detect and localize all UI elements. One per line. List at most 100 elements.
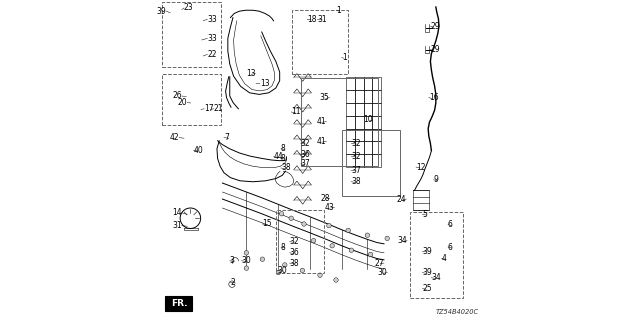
Text: 40: 40: [193, 146, 204, 155]
Text: 15: 15: [262, 220, 272, 228]
Text: 29: 29: [430, 22, 440, 31]
Bar: [346, 154, 355, 167]
Text: 43: 43: [324, 203, 334, 212]
Text: 20: 20: [177, 98, 187, 107]
Text: 23: 23: [184, 4, 194, 12]
Text: 36: 36: [290, 248, 300, 257]
Bar: [355, 116, 364, 129]
Text: 41: 41: [317, 117, 326, 126]
Text: 8: 8: [281, 144, 285, 153]
Bar: [372, 116, 381, 129]
Text: 30: 30: [242, 256, 252, 265]
Bar: [372, 90, 381, 103]
Text: 2: 2: [230, 278, 235, 287]
Text: 1: 1: [342, 53, 346, 62]
Bar: [346, 129, 355, 141]
Text: 1: 1: [337, 6, 341, 15]
Circle shape: [289, 216, 293, 220]
Circle shape: [327, 223, 332, 228]
Text: 4: 4: [442, 254, 447, 263]
Circle shape: [283, 263, 287, 267]
Text: 41: 41: [317, 137, 326, 146]
Text: 7: 7: [224, 133, 229, 142]
Text: 34: 34: [397, 236, 407, 245]
Text: 31: 31: [172, 221, 182, 230]
Text: 28: 28: [320, 194, 330, 203]
Text: 38: 38: [281, 164, 291, 172]
Bar: [364, 141, 372, 154]
Bar: [355, 129, 364, 141]
Text: 3: 3: [230, 256, 235, 265]
Bar: [346, 116, 355, 129]
Text: 31: 31: [317, 15, 327, 24]
Circle shape: [330, 244, 335, 248]
Text: 26: 26: [172, 92, 182, 100]
Circle shape: [300, 268, 305, 273]
Text: 39: 39: [422, 268, 432, 277]
Bar: [372, 103, 381, 116]
Text: 44: 44: [274, 152, 284, 161]
Bar: [364, 90, 372, 103]
Text: 13: 13: [246, 69, 255, 78]
Text: 39: 39: [157, 7, 166, 16]
Circle shape: [349, 248, 354, 252]
Bar: [346, 77, 355, 90]
Bar: [355, 90, 364, 103]
Circle shape: [334, 278, 339, 282]
Circle shape: [260, 257, 265, 261]
Text: 30: 30: [378, 268, 387, 277]
Circle shape: [244, 251, 249, 255]
Bar: [364, 129, 372, 141]
Text: 17: 17: [204, 104, 214, 113]
Bar: [364, 116, 372, 129]
Text: 30: 30: [278, 266, 287, 275]
Text: 33: 33: [207, 15, 217, 24]
Circle shape: [317, 273, 323, 277]
FancyBboxPatch shape: [165, 296, 192, 311]
Text: 18: 18: [307, 15, 317, 24]
Bar: [346, 141, 355, 154]
Text: 36: 36: [301, 150, 310, 159]
Text: 32: 32: [301, 139, 310, 148]
Bar: [372, 129, 381, 141]
Text: 42: 42: [170, 133, 179, 142]
Text: 37: 37: [301, 159, 310, 168]
Circle shape: [365, 233, 370, 237]
Text: 27: 27: [374, 259, 384, 268]
Circle shape: [244, 266, 249, 270]
Bar: [346, 90, 355, 103]
Circle shape: [302, 222, 307, 226]
Text: 21: 21: [214, 104, 223, 113]
Text: 9: 9: [434, 175, 438, 184]
Text: 13: 13: [260, 79, 269, 88]
Circle shape: [346, 228, 351, 233]
Bar: [355, 141, 364, 154]
Text: 38: 38: [351, 177, 361, 186]
Bar: [372, 154, 381, 167]
Text: 33: 33: [207, 34, 217, 43]
Text: FR.: FR.: [172, 299, 188, 308]
Bar: [364, 103, 372, 116]
Text: TZ54B4020C: TZ54B4020C: [435, 309, 479, 315]
Text: 34: 34: [431, 273, 441, 282]
Bar: [372, 77, 381, 90]
Text: 14: 14: [172, 208, 182, 217]
Circle shape: [280, 212, 284, 216]
Text: 12: 12: [416, 163, 426, 172]
Bar: [364, 77, 372, 90]
Text: 8: 8: [281, 154, 285, 163]
Bar: [355, 154, 364, 167]
Circle shape: [276, 270, 280, 275]
Text: 35: 35: [320, 93, 330, 102]
Circle shape: [385, 236, 389, 241]
Text: 32: 32: [290, 237, 300, 246]
Bar: [355, 77, 364, 90]
Text: 32: 32: [351, 152, 361, 161]
Bar: [372, 141, 381, 154]
Text: 8: 8: [281, 243, 285, 252]
Bar: [346, 103, 355, 116]
Text: 38: 38: [290, 259, 300, 268]
Text: 24: 24: [397, 195, 406, 204]
Text: 10: 10: [363, 116, 372, 124]
Text: 11: 11: [291, 108, 301, 116]
